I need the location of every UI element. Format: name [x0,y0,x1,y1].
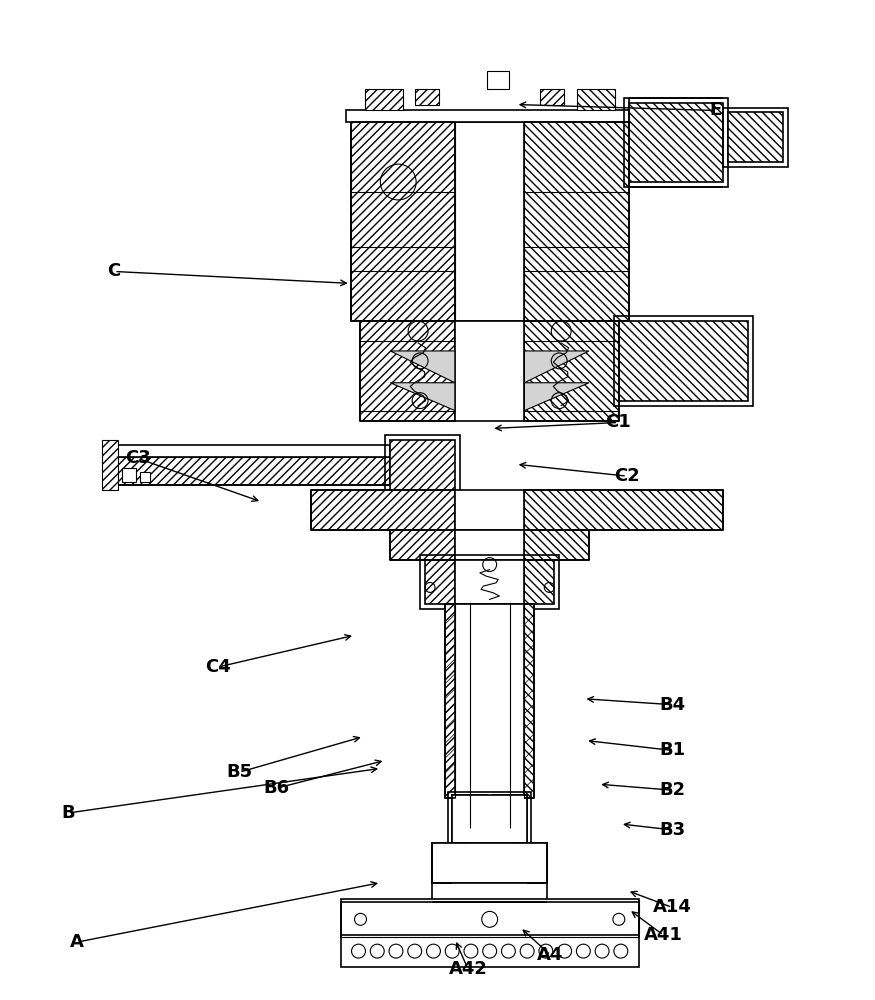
Bar [445,604,480,798]
Bar [448,792,531,848]
Bar [578,89,615,110]
Bar [117,457,390,485]
Bar [728,112,783,162]
Bar [346,110,634,122]
Bar [340,935,639,967]
Bar [629,103,723,182]
Bar [117,445,390,485]
Polygon shape [432,883,547,902]
Polygon shape [390,351,455,383]
Text: B1: B1 [659,741,685,759]
Bar [455,560,524,604]
Bar [455,490,524,530]
Text: A14: A14 [653,898,692,916]
Bar [569,900,639,932]
Bar [723,108,788,167]
Bar [513,843,547,883]
Bar [455,122,524,321]
Bar [415,89,439,105]
Text: A4: A4 [537,946,564,964]
Bar [311,490,455,530]
Bar [420,555,559,609]
Bar [455,530,524,560]
Bar [455,321,524,421]
Text: A41: A41 [644,926,683,944]
Bar [493,795,528,843]
Text: B4: B4 [659,696,685,714]
Text: A42: A42 [449,960,487,978]
Bar [122,468,136,482]
Polygon shape [524,351,589,383]
Bar [487,71,508,89]
Text: A: A [70,933,84,951]
Bar [524,321,619,421]
Bar [614,316,753,406]
Text: C2: C2 [614,467,640,485]
Text: B3: B3 [659,821,685,839]
Bar [425,560,455,604]
Bar [340,900,410,932]
Bar [524,490,723,530]
Bar [140,472,150,482]
Text: C3: C3 [124,449,150,467]
Text: B6: B6 [263,779,290,797]
Bar [385,435,460,505]
Bar [452,795,528,843]
Text: E: E [710,101,722,119]
Text: B5: B5 [227,763,252,781]
Bar [351,122,455,321]
Bar [619,321,748,401]
Text: C4: C4 [206,658,231,676]
Bar [541,89,564,105]
Bar [102,440,118,490]
Text: B: B [61,804,74,822]
Text: C1: C1 [606,413,631,431]
Bar [360,321,455,421]
Bar [390,440,455,500]
Bar [455,604,524,798]
Polygon shape [524,383,589,411]
Polygon shape [390,383,455,411]
Bar [432,843,467,883]
Text: B2: B2 [659,781,685,799]
Bar [340,899,639,937]
Bar [524,560,554,604]
Bar [500,604,535,798]
Bar [390,530,455,560]
Bar [524,122,629,321]
Bar [624,98,728,187]
Bar [452,795,486,843]
Bar [524,530,589,560]
Text: C: C [108,262,121,280]
Bar [432,843,547,883]
Bar [366,89,403,110]
